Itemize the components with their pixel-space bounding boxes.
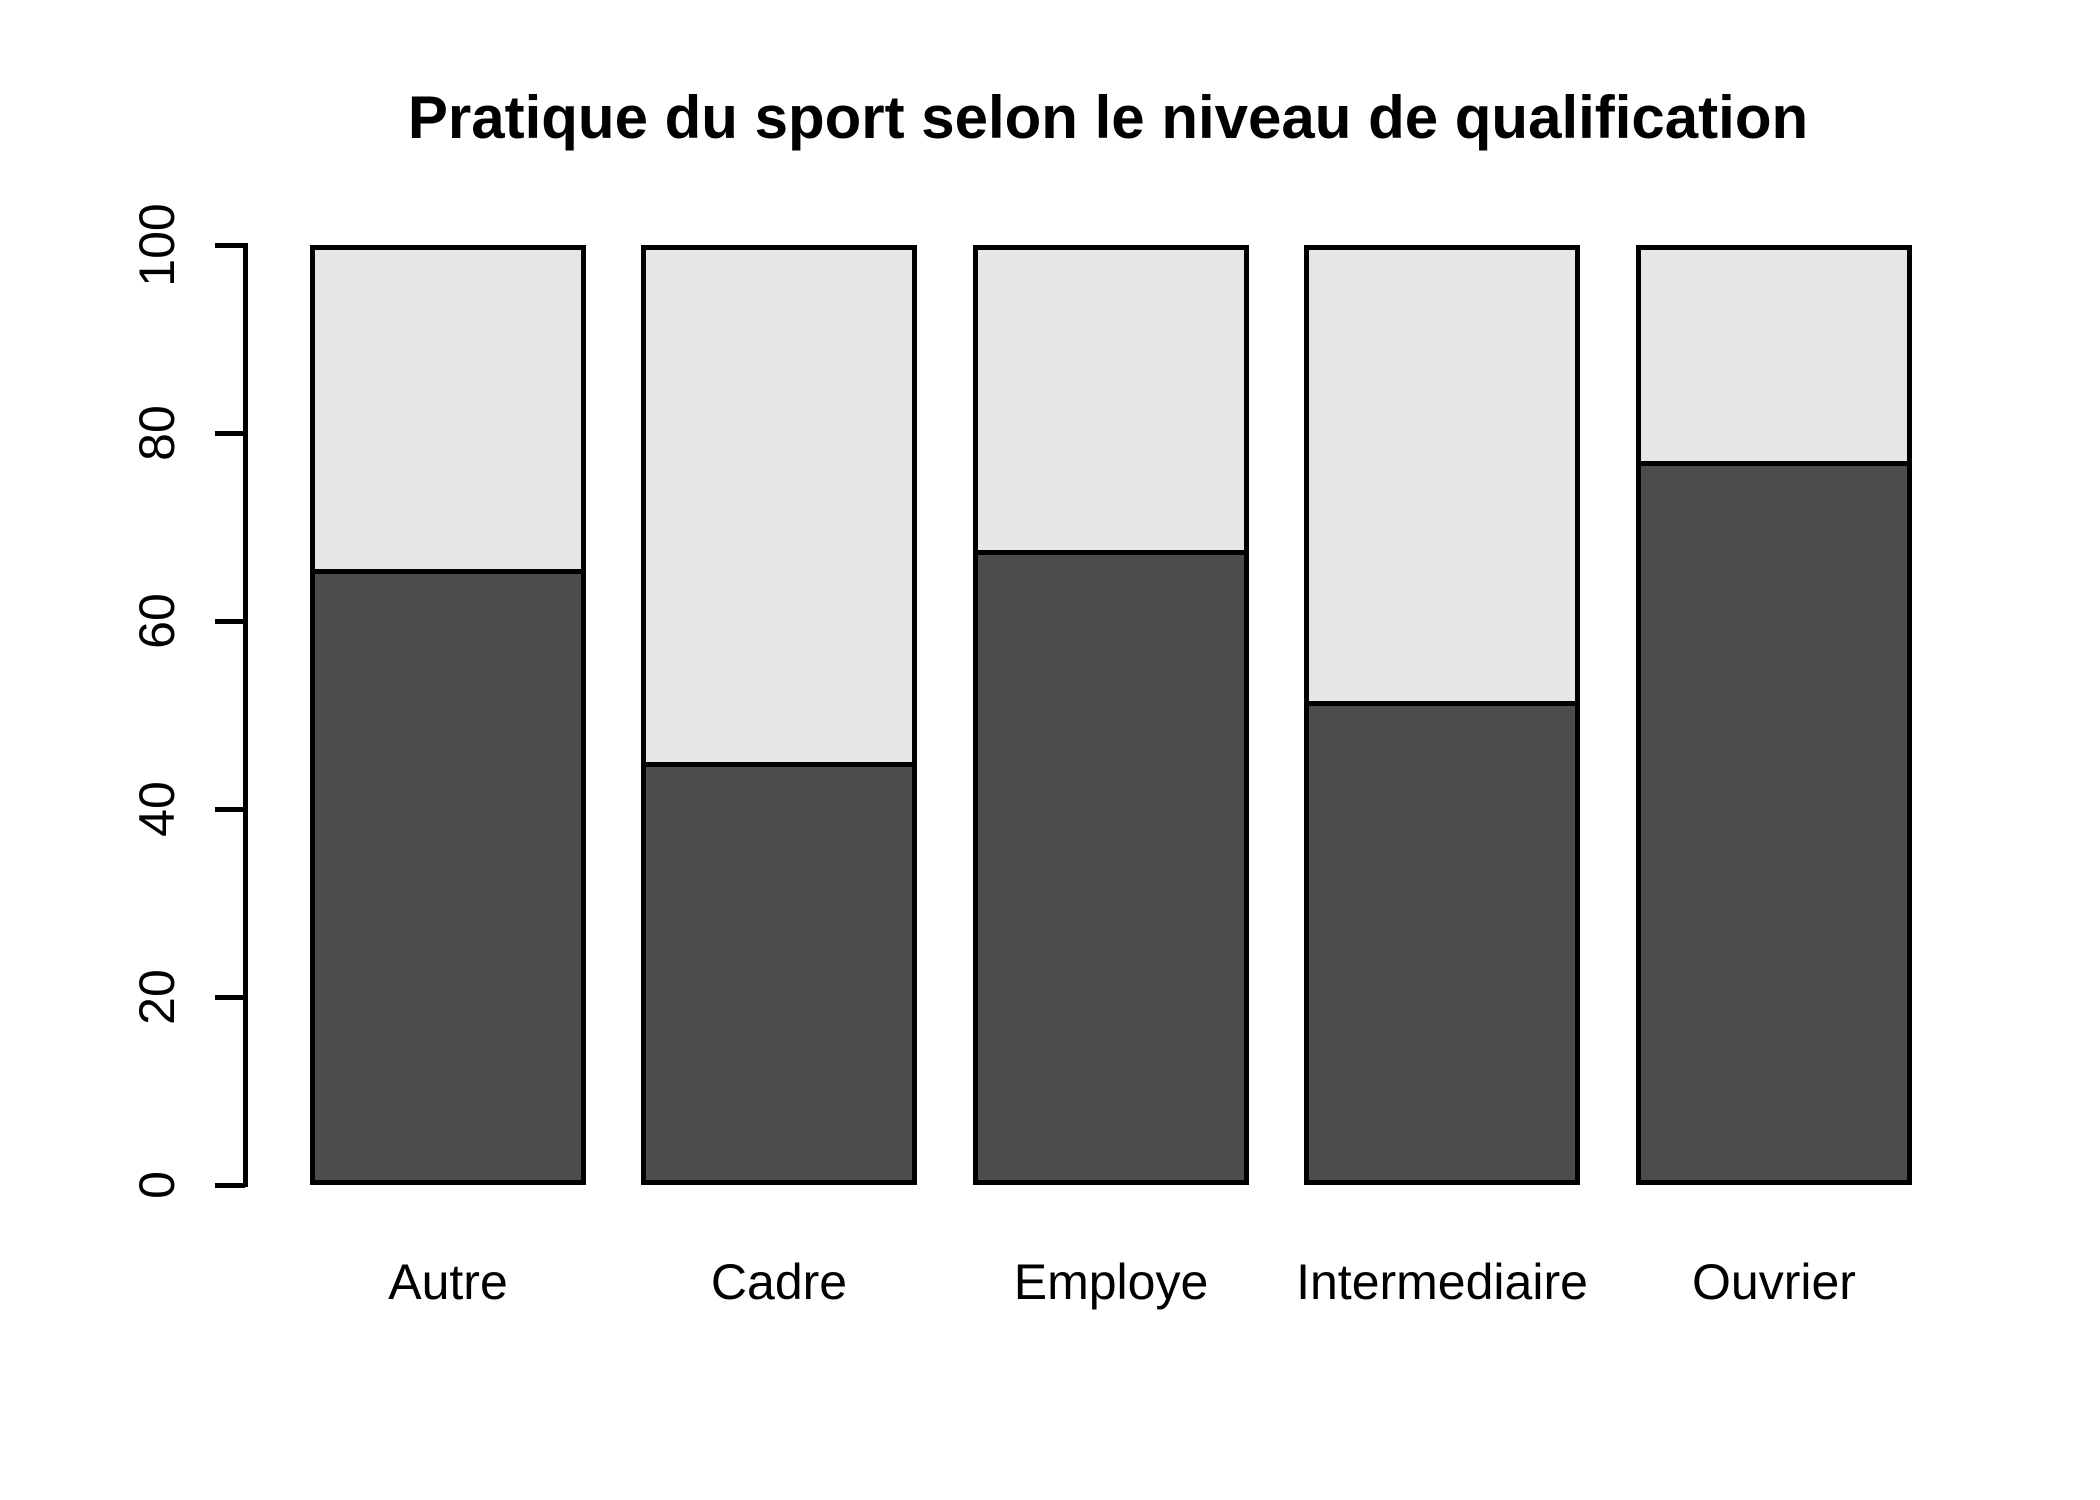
x-axis-label-employe: Employe <box>1013 1254 1209 1310</box>
bar-ouvrier-segment-light <box>1636 245 1912 461</box>
y-axis-tick <box>215 619 245 624</box>
y-axis-tick <box>215 807 245 812</box>
y-axis-tick-label: 20 <box>129 969 185 1025</box>
bar-ouvrier <box>1636 245 1912 1185</box>
y-axis-tick-label: 40 <box>129 781 185 837</box>
y-axis-tick-label: 100 <box>129 203 185 287</box>
bar-cadre <box>641 245 917 1185</box>
y-axis-tick <box>215 995 245 1000</box>
bar-cadre-segment-dark <box>641 762 917 1185</box>
bar-autre <box>310 245 586 1185</box>
y-axis-tick-label: 0 <box>129 1171 185 1199</box>
bar-intermediaire <box>1304 245 1580 1185</box>
bar-employe-segment-dark <box>973 550 1249 1185</box>
y-axis-tick <box>215 243 245 248</box>
y-axis-line <box>243 243 248 1187</box>
x-axis-label-cadre: Cadre <box>710 1254 848 1310</box>
y-axis-tick-label: 60 <box>129 593 185 649</box>
bar-employe <box>973 245 1249 1185</box>
bar-intermediaire-segment-light <box>1304 245 1580 701</box>
bar-autre-segment-light <box>310 245 586 569</box>
x-axis-label-ouvrier: Ouvrier <box>1692 1254 1856 1310</box>
bar-employe-segment-light <box>973 245 1249 550</box>
x-axis-label-autre: Autre <box>388 1254 508 1310</box>
bar-autre-segment-dark <box>310 569 586 1185</box>
chart-title: Pratique du sport selon le niveau de qua… <box>407 84 1809 151</box>
bar-ouvrier-segment-dark <box>1636 461 1912 1185</box>
bar-cadre-segment-light <box>641 245 917 762</box>
y-axis-tick <box>215 431 245 436</box>
bar-intermediaire-segment-dark <box>1304 701 1580 1185</box>
y-axis-tick <box>215 1183 245 1188</box>
x-axis-label-intermediaire: Intermediaire <box>1296 1254 1588 1310</box>
y-axis-tick-label: 80 <box>129 405 185 461</box>
